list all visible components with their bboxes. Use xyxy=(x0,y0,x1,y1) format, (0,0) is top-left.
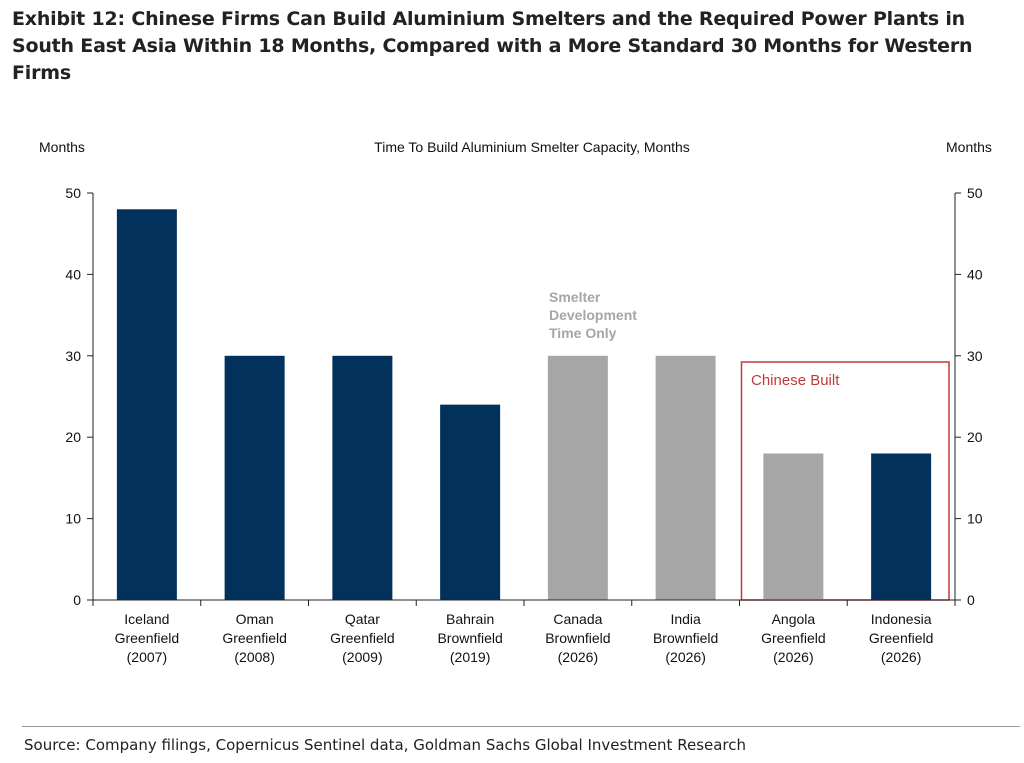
x-tick-label: Iceland xyxy=(124,611,169,627)
x-tick-label: Qatar xyxy=(345,611,380,627)
divider xyxy=(22,726,1020,727)
x-tick-label: Greenfield xyxy=(115,630,180,646)
x-tick-label: (2026) xyxy=(773,649,813,665)
x-tick-label: (2026) xyxy=(558,649,598,665)
x-tick-label: (2007) xyxy=(127,649,167,665)
right-tick-label: 10 xyxy=(967,511,983,527)
left-tick-label: 20 xyxy=(65,429,81,445)
left-tick-label: 50 xyxy=(65,185,81,201)
bar-bahrain xyxy=(440,404,501,600)
x-tick-label: Greenfield xyxy=(761,630,826,646)
x-tick-label: Bahrain xyxy=(446,611,494,627)
x-tick-label: Indonesia xyxy=(871,611,932,627)
right-tick-label: 20 xyxy=(967,429,983,445)
bar-india xyxy=(655,355,716,600)
right-axis-label: Months xyxy=(946,139,992,155)
x-tick-label: (2026) xyxy=(665,649,705,665)
x-tick-label: Greenfield xyxy=(330,630,395,646)
smelter-annotation: Time Only xyxy=(549,325,617,341)
left-tick-label: 40 xyxy=(65,266,81,282)
right-tick-label: 0 xyxy=(967,592,975,608)
chart-title: Exhibit 12: Chinese Firms Can Build Alum… xyxy=(12,8,973,84)
chart-subtitle: Time To Build Aluminium Smelter Capacity… xyxy=(374,139,690,155)
left-tick-label: 30 xyxy=(65,348,81,364)
x-tick-label: Brownfield xyxy=(437,630,502,646)
smelter-annotation: Smelter xyxy=(549,289,601,305)
right-tick-label: 40 xyxy=(967,266,983,282)
right-tick-label: 30 xyxy=(967,348,983,364)
highlight-label: Chinese Built xyxy=(751,372,840,389)
left-tick-label: 0 xyxy=(73,592,81,608)
x-tick-label: Greenfield xyxy=(222,630,287,646)
right-tick-label: 50 xyxy=(967,185,983,201)
x-tick-label: Canada xyxy=(553,611,602,627)
bar-oman xyxy=(224,355,285,600)
bar-qatar xyxy=(332,355,393,600)
bar-angola xyxy=(763,453,824,600)
x-tick-label: (2019) xyxy=(450,649,490,665)
x-tick-label: (2026) xyxy=(881,649,921,665)
source-note: Source: Company filings, Copernicus Sent… xyxy=(24,736,747,754)
x-tick-label: Greenfield xyxy=(869,630,934,646)
x-tick-label: Angola xyxy=(772,611,816,627)
x-tick-label: India xyxy=(670,611,701,627)
x-tick-label: Oman xyxy=(236,611,274,627)
x-tick-label: (2009) xyxy=(342,649,382,665)
x-tick-label: Brownfield xyxy=(545,630,610,646)
bar-canada xyxy=(547,355,608,600)
bar-indonesia xyxy=(871,453,932,600)
x-tick-label: (2008) xyxy=(234,649,274,665)
x-tick-label: Brownfield xyxy=(653,630,718,646)
smelter-annotation: Development xyxy=(549,307,637,323)
left-axis-label: Months xyxy=(39,139,85,155)
left-tick-label: 10 xyxy=(65,511,81,527)
bar-iceland xyxy=(116,209,177,600)
